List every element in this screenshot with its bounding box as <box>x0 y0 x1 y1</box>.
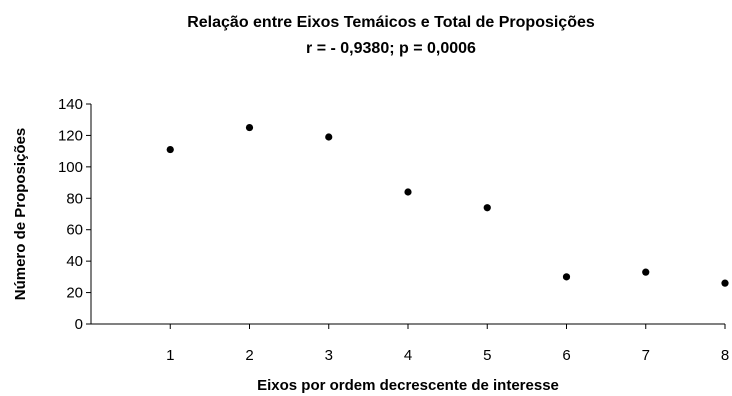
data-point <box>245 123 254 132</box>
x-tick-label: 6 <box>562 347 570 364</box>
x-tick-label: 5 <box>483 347 491 364</box>
y-tick-label: 80 <box>66 190 83 207</box>
y-tick-label: 100 <box>58 159 83 176</box>
y-tick-label: 40 <box>66 253 83 270</box>
x-tick-label: 2 <box>245 347 253 364</box>
y-tick-label: 140 <box>58 96 83 113</box>
x-axis-label: Eixos por ordem decrescente de interesse <box>257 377 559 394</box>
x-ticks: 1 2 3 4 5 6 7 8 <box>166 324 729 364</box>
x-tick-label: 4 <box>404 347 412 364</box>
data-point <box>642 268 650 276</box>
chart-subtitle: r = - 0,9380; p = 0,0006 <box>306 40 476 57</box>
x-tick-label: 1 <box>166 347 174 364</box>
x-tick-label: 8 <box>721 347 729 364</box>
y-axis-label: Número de Proposições <box>12 128 29 301</box>
x-tick-label: 7 <box>642 347 650 364</box>
x-tick-label: 3 <box>325 347 333 364</box>
data-point <box>483 204 491 212</box>
data-point <box>562 273 571 281</box>
data-point <box>404 188 412 196</box>
chart-title: Relação entre Eixos Temáicos e Total de … <box>187 14 595 31</box>
y-ticks: 0 20 40 60 80 100 120 140 <box>58 96 91 333</box>
y-tick-label: 20 <box>66 285 83 302</box>
data-point <box>166 145 174 154</box>
data-point <box>325 133 333 141</box>
y-tick-label: 0 <box>75 316 83 333</box>
data-point <box>721 279 729 287</box>
y-tick-label: 120 <box>58 127 83 144</box>
y-tick-label: 60 <box>66 222 83 239</box>
data-points <box>166 123 729 287</box>
